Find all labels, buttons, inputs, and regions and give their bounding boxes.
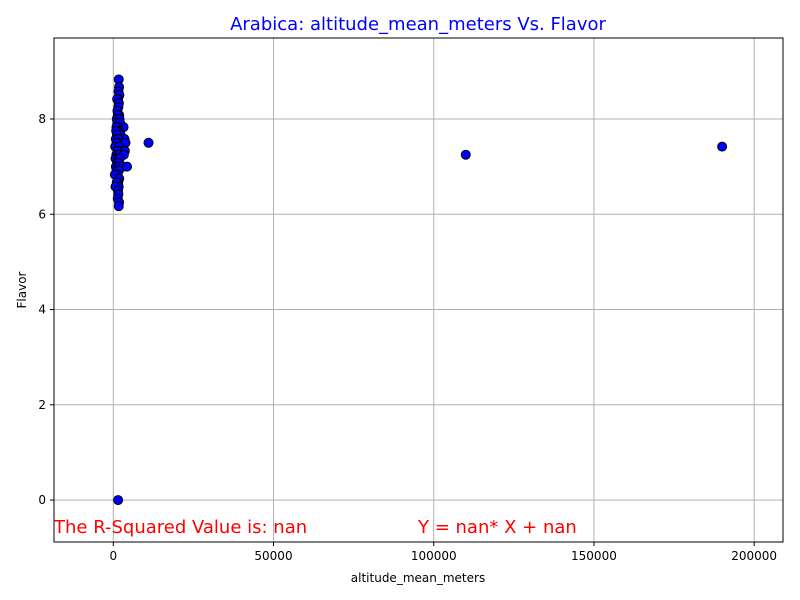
scatter-point (113, 201, 124, 212)
y-tick-label: 6 (38, 207, 46, 221)
scatter-point (113, 495, 124, 506)
regression-equation-annotation: Y = nan* X + nan (417, 517, 577, 538)
y-tick-label: 2 (38, 398, 46, 412)
scatter-point (460, 149, 471, 160)
y-tick-label: 8 (38, 112, 46, 126)
x-axis-label: altitude_mean_meters (351, 571, 485, 585)
y-axis-label: Flavor (15, 271, 29, 308)
grid (54, 38, 783, 542)
scatter-point (143, 137, 154, 148)
x-tick-label: 50000 (254, 549, 292, 563)
chart-title: Arabica: altitude_mean_meters Vs. Flavor (230, 14, 606, 35)
axis-ticks: 0 50000 100000 150000 200000 0 2 4 6 8 (38, 112, 777, 563)
scatter-point (717, 141, 728, 152)
y-tick-label: 0 (38, 493, 46, 507)
x-tick-label: 200000 (731, 549, 777, 563)
x-tick-label: 0 (109, 549, 117, 563)
y-tick-label: 4 (38, 303, 46, 317)
x-tick-label: 150000 (571, 549, 617, 563)
scatter-point (122, 161, 133, 172)
data-points (109, 74, 728, 506)
plot-frame (53, 37, 784, 543)
x-tick-label: 100000 (411, 549, 457, 563)
r-squared-annotation: The R-Squared Value is: nan (53, 517, 307, 538)
